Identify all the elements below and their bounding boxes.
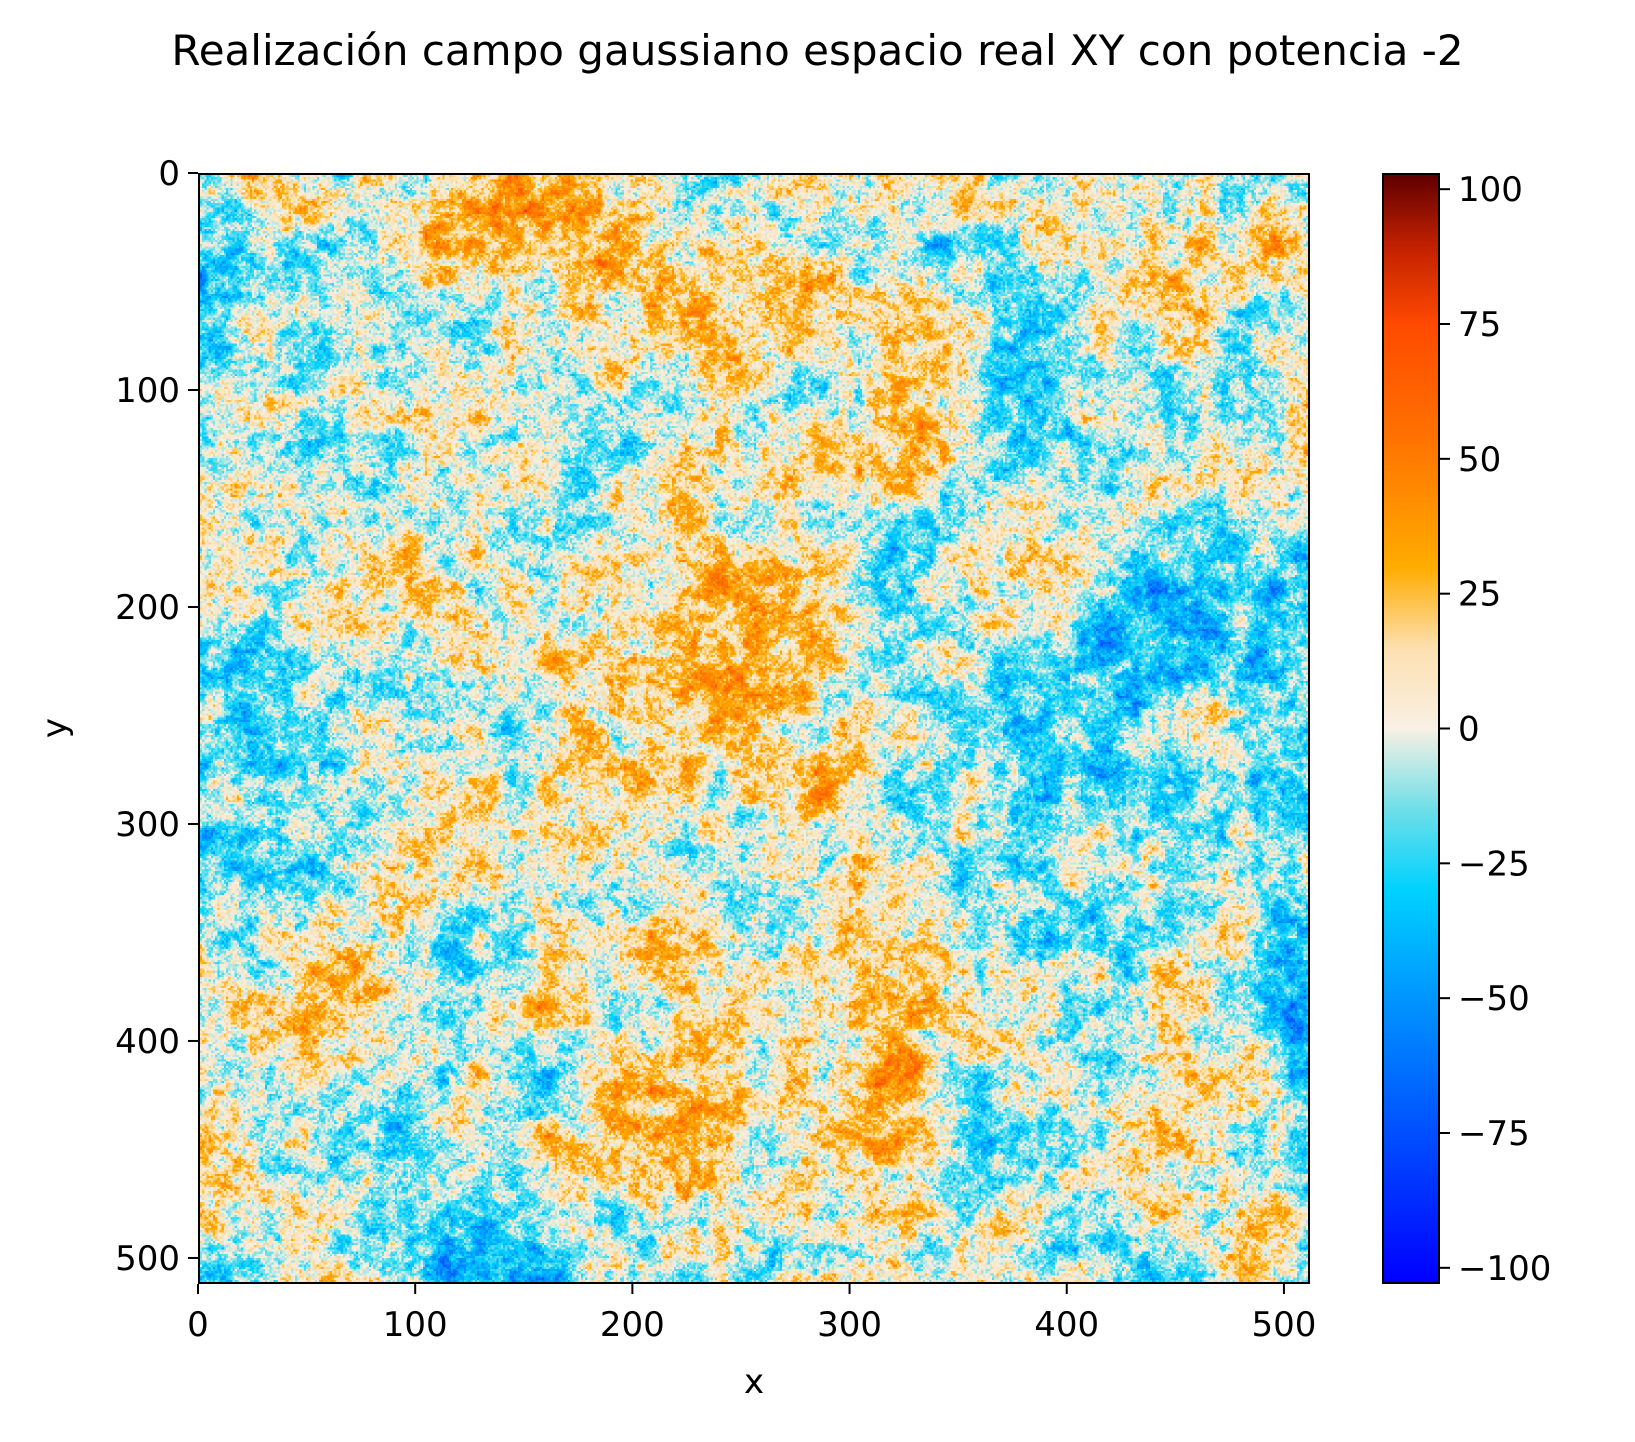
x-tick-label: 200 <box>600 1305 665 1345</box>
colorbar <box>1382 173 1440 1284</box>
x-tick-label: 0 <box>187 1305 209 1345</box>
y-axis-ticks: 0 100 200 300 400 500 <box>115 154 198 1279</box>
heatmap-plot-area <box>198 173 1310 1284</box>
y-tick-label: 500 <box>115 1239 180 1279</box>
colorbar-tick-label: 50 <box>1458 440 1501 480</box>
x-tick-label: 500 <box>1251 1305 1316 1345</box>
x-tick-label: 400 <box>1034 1305 1099 1345</box>
x-tick-label: 100 <box>383 1305 448 1345</box>
colorbar-gradient <box>1384 175 1438 1282</box>
x-tick-label: 300 <box>817 1305 882 1345</box>
colorbar-tick-label: 0 <box>1458 710 1480 750</box>
colorbar-tick-label: −50 <box>1458 979 1530 1019</box>
colorbar-tick-label: −25 <box>1458 844 1530 884</box>
colorbar-tick-label: 100 <box>1458 170 1523 210</box>
y-tick-label: 200 <box>115 588 180 628</box>
chart-title: Realización campo gaussiano espacio real… <box>171 26 1464 75</box>
y-tick-label: 300 <box>115 805 180 845</box>
colorbar-tick-label: −75 <box>1458 1114 1530 1154</box>
y-tick-label: 0 <box>158 154 180 194</box>
colorbar-tick-label: 75 <box>1458 305 1501 345</box>
y-tick-label: 400 <box>115 1022 180 1062</box>
heatmap-image <box>200 175 1308 1282</box>
x-axis-label: x <box>744 1362 764 1402</box>
y-tick-label: 100 <box>115 371 180 411</box>
colorbar-ticks: 100 75 50 25 0 −25 −50 −75 −100 <box>1440 170 1551 1289</box>
colorbar-tick-label: 25 <box>1458 575 1501 615</box>
x-axis-ticks: 0 100 200 300 400 500 <box>187 1284 1316 1345</box>
colorbar-tick-label: −100 <box>1458 1249 1551 1289</box>
y-axis-label: y <box>35 718 75 738</box>
